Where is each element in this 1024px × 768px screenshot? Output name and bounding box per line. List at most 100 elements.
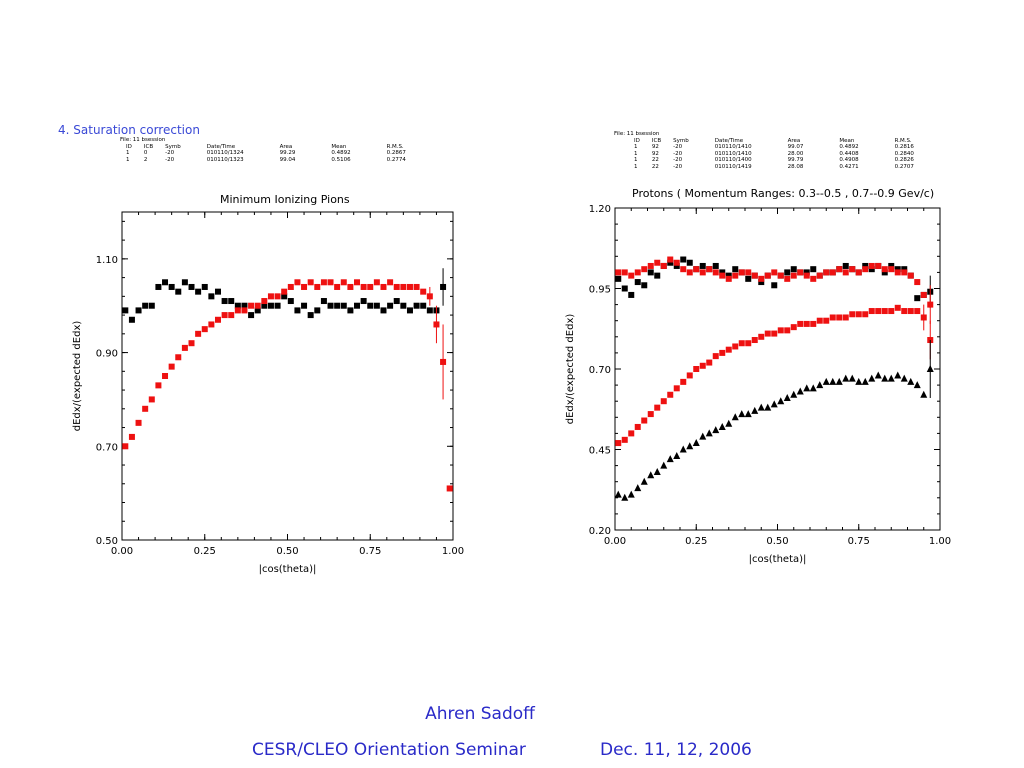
data-point-square (628, 291, 635, 298)
y-tick-label: 0.50 (96, 536, 118, 547)
data-point-square (920, 291, 927, 298)
left-cell: 0.2774 (386, 156, 406, 163)
right-cell: -20 (673, 144, 683, 150)
right-file-line: File: 11 bsession (614, 131, 660, 137)
data-point-square (420, 288, 427, 295)
data-point-square (771, 269, 778, 276)
data-point-triangle (907, 377, 915, 385)
section-title: 4. Saturation correction (58, 123, 200, 137)
right-cell: 1 (634, 144, 638, 150)
data-point-triangle (725, 419, 733, 427)
data-point-triangle (614, 490, 622, 498)
data-point-square (615, 269, 622, 276)
data-point-square (234, 307, 241, 314)
data-point-square (712, 353, 719, 360)
x-axis-label: |cos(theta)| (259, 564, 317, 575)
data-point-square (751, 272, 758, 279)
right-cell: 0.2707 (894, 163, 914, 170)
data-point-square (175, 288, 182, 295)
data-point-square (693, 366, 700, 372)
data-point-square (621, 269, 628, 276)
y-tick-label: 0.45 (589, 446, 611, 457)
data-point-square (254, 307, 261, 314)
right-file-table: ID ICB Symb Date/Time Area Mean R.M.S. 1… (614, 138, 920, 171)
data-point-square (327, 279, 334, 286)
data-point-square (168, 363, 175, 370)
data-point-square (320, 298, 327, 305)
data-point-square (360, 298, 367, 305)
data-point-square (615, 440, 622, 447)
data-point-square (673, 385, 680, 392)
data-point-square (673, 262, 680, 269)
left-cell: 010110/1323 (206, 156, 244, 163)
data-point-triangle (816, 381, 824, 389)
data-point-square (888, 266, 895, 273)
data-point-square (745, 269, 752, 276)
data-point-square (347, 283, 354, 290)
footer-author: Ahren Sadoff (425, 704, 535, 724)
data-point-square (433, 321, 440, 328)
data-point-square (888, 262, 895, 269)
data-point-triangle (803, 384, 811, 392)
data-point-triangle (660, 461, 668, 469)
data-point-square (732, 266, 739, 273)
data-point-square (680, 378, 687, 385)
right-cell: 1 (634, 150, 638, 157)
left-file-table: ID ICB Symb Date/Time Area Mean R.M.S. 1… (120, 144, 412, 164)
data-point-square (836, 314, 843, 321)
data-point-square (797, 320, 804, 327)
data-point-triangle (829, 377, 837, 385)
right-cell: 010110/1419 (714, 163, 752, 170)
y-tick-label: 0.90 (96, 349, 118, 360)
x-tick-label: 0.25 (685, 536, 707, 547)
data-point-square (440, 358, 447, 365)
data-point-triangle (757, 403, 765, 411)
data-point-square (294, 307, 301, 314)
left-hdr-id: ID (126, 143, 132, 150)
left-hdr-mean: Mean (331, 143, 347, 150)
right-cell: 99.79 (787, 157, 804, 163)
data-point-square (868, 266, 875, 273)
data-point-square (413, 283, 420, 290)
right-hdr-rms: R.M.S. (894, 137, 912, 144)
left-file-line: File: 11 bsession (120, 137, 166, 143)
right-file-header-row: ID ICB Symb Date/Time Area Mean R.M.S. (614, 138, 920, 145)
data-point-square (881, 269, 888, 276)
right-cell: 010110/1410 (714, 150, 752, 157)
data-point-square (816, 272, 823, 279)
data-point-square (888, 308, 895, 315)
data-point-triangle (744, 410, 752, 418)
data-point-square (228, 312, 235, 319)
data-point-square (725, 272, 732, 279)
data-point-triangle (686, 442, 694, 450)
right-cell: 0.2826 (894, 157, 914, 163)
data-point-square (400, 302, 407, 309)
left-cell: 2 (143, 156, 148, 163)
data-point-square (201, 326, 208, 333)
left-cell: -20 (165, 150, 175, 156)
data-point-square (751, 337, 758, 344)
data-point-square (446, 485, 453, 492)
data-point-triangle (777, 397, 785, 405)
left-hdr-datetime: Date/Time (206, 143, 236, 150)
left-cell: 99.04 (279, 156, 296, 163)
data-point-square (373, 279, 380, 286)
data-point-square (907, 272, 914, 279)
data-point-square (810, 275, 817, 282)
data-point-square (745, 275, 752, 282)
left-cell: 0.5106 (331, 156, 351, 163)
right-cell: 28.08 (787, 163, 804, 170)
data-point-triangle (868, 374, 876, 382)
data-point-square (901, 266, 908, 273)
data-point-square (647, 262, 654, 269)
data-point-square (274, 302, 281, 309)
data-point-square (181, 279, 188, 286)
data-point-square (641, 282, 648, 289)
data-point-square (334, 302, 341, 309)
data-point-triangle (679, 445, 687, 453)
right-hdr-datetime: Date/Time (714, 137, 744, 144)
data-point-square (758, 279, 765, 286)
data-point-square (254, 302, 261, 309)
data-point-square (719, 349, 726, 356)
data-point-square (393, 283, 400, 290)
